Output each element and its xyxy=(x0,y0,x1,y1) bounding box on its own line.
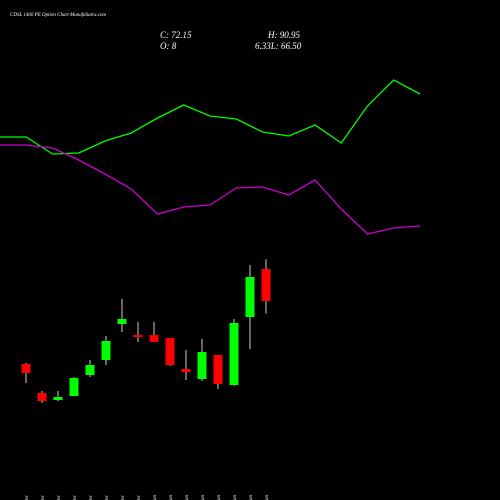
candle-body xyxy=(197,352,207,379)
x-tick-label: 06 Jan xyxy=(201,495,206,500)
close-label: C: 72.15 xyxy=(160,30,192,40)
x-tick-label: 03 Jan xyxy=(185,495,190,500)
candle-body xyxy=(133,335,143,337)
x-tick-label: 23 Dec xyxy=(57,494,62,500)
candle-body xyxy=(21,364,31,373)
indicator-line xyxy=(0,79,421,155)
x-tick-label: 30 Dec xyxy=(121,494,126,500)
x-tick-label: 07 Jan xyxy=(217,495,222,500)
candle-body xyxy=(165,338,175,365)
x-tick-label: 26 Dec xyxy=(89,494,94,500)
candle-body xyxy=(261,269,271,301)
x-tick-label: 02 Jan xyxy=(169,495,174,500)
candle-body xyxy=(53,397,63,400)
candle-body xyxy=(181,369,191,372)
x-tick-label: 01 Jan xyxy=(153,495,158,500)
candle-body xyxy=(245,277,255,317)
candle-body xyxy=(69,378,79,396)
x-tick-label: 08 Jan xyxy=(233,495,238,500)
x-tick-label: 19 Dec xyxy=(25,494,30,500)
x-tick-label: 24 Dec xyxy=(73,494,78,500)
x-tick-label: 22 Dec xyxy=(41,494,46,500)
candle-body xyxy=(117,319,127,324)
candle-body xyxy=(213,355,223,384)
low-label: 6.33L: 66.50 xyxy=(255,41,302,51)
x-tick-label: 09 Jan xyxy=(249,495,254,500)
indicator-line xyxy=(0,144,421,235)
candle-body xyxy=(85,365,95,375)
candle-body xyxy=(149,335,159,342)
candle-body xyxy=(229,323,239,385)
candle-body xyxy=(101,341,111,360)
x-tick-label: 31 Dec xyxy=(137,494,142,500)
x-tick-label: 10 Jan xyxy=(265,495,270,500)
open-label: O: 8 xyxy=(160,41,177,51)
x-tick-label: 27 Dec xyxy=(105,494,110,500)
high-label: H: 90.95 xyxy=(267,30,300,40)
chart-title: CDSL 1460 PE Option Chart MunafaSutra.co… xyxy=(10,13,106,18)
candle-body xyxy=(37,393,47,401)
